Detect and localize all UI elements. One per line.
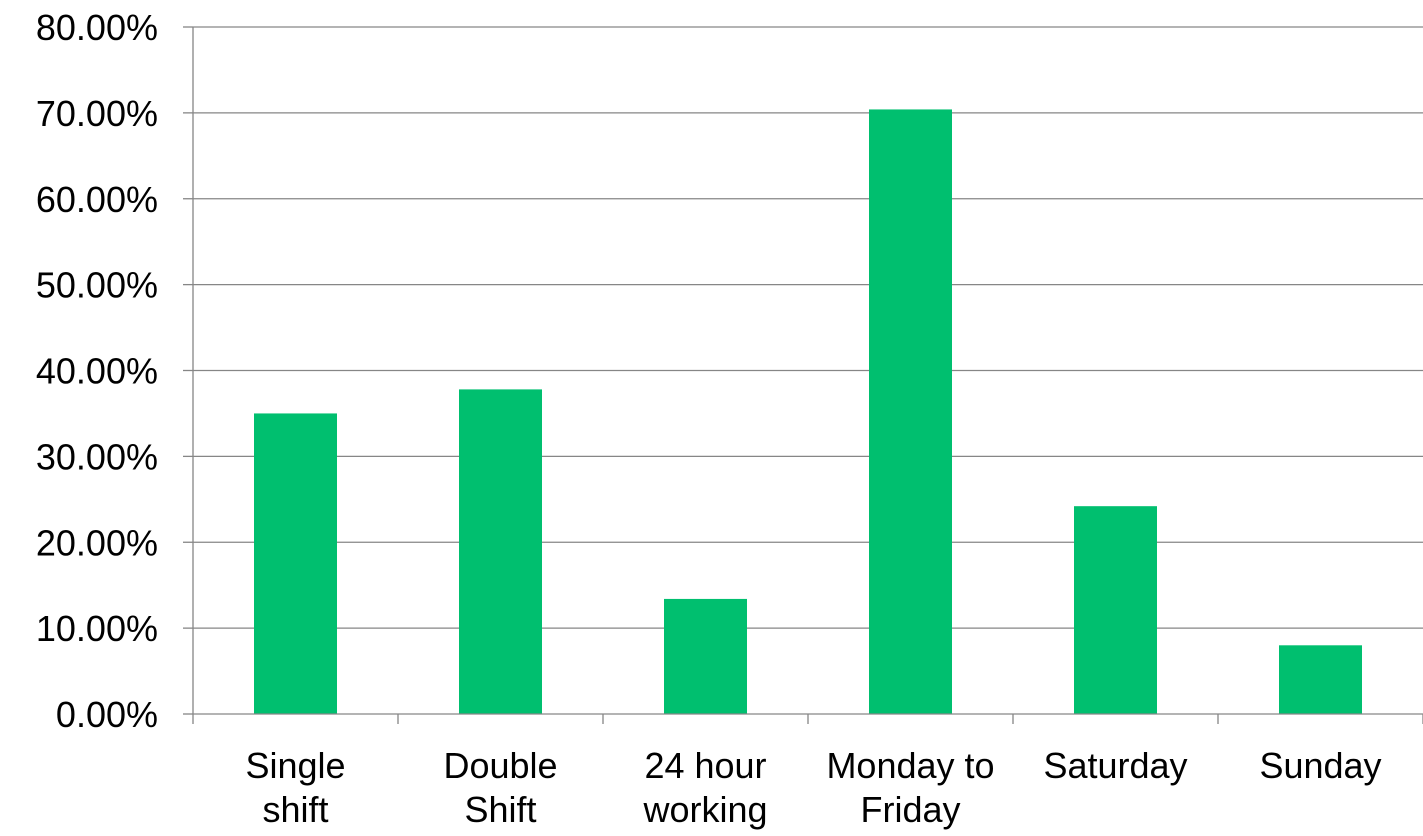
bars	[254, 109, 1362, 714]
y-tick-label: 40.00%	[36, 351, 158, 392]
bar	[1279, 645, 1362, 714]
y-tick-label: 50.00%	[36, 265, 158, 306]
y-tick-label: 10.00%	[36, 608, 158, 649]
x-category-label: Monday to Friday	[826, 745, 994, 830]
x-category-label: Sunday	[1259, 745, 1381, 786]
bar	[459, 389, 542, 714]
x-category-label: Saturday	[1043, 745, 1187, 786]
bar	[664, 598, 747, 714]
x-category-label: Single shift	[245, 745, 345, 830]
bar	[254, 413, 337, 714]
gridlines	[193, 26, 1423, 629]
x-category-labels: Single shift Double Shift 24 hour working Mond…	[245, 745, 1381, 830]
x-category-label: Double Shift	[443, 745, 557, 830]
y-tick-label: 60.00%	[36, 179, 158, 220]
y-tick-label: 30.00%	[36, 436, 158, 477]
y-tick-label: 70.00%	[36, 93, 158, 134]
y-tick-label: 20.00%	[36, 522, 158, 563]
y-tick-label: 80.00%	[36, 7, 158, 48]
bar	[1074, 506, 1157, 714]
x-category-label: 24 hour working	[642, 745, 767, 830]
y-tick-labels: 0.00% 10.00% 20.00% 30.00% 40.00% 50.00% 60.00…	[36, 7, 158, 735]
axes	[183, 26, 1423, 724]
bar	[869, 109, 952, 714]
y-tick-label: 0.00%	[56, 694, 158, 735]
